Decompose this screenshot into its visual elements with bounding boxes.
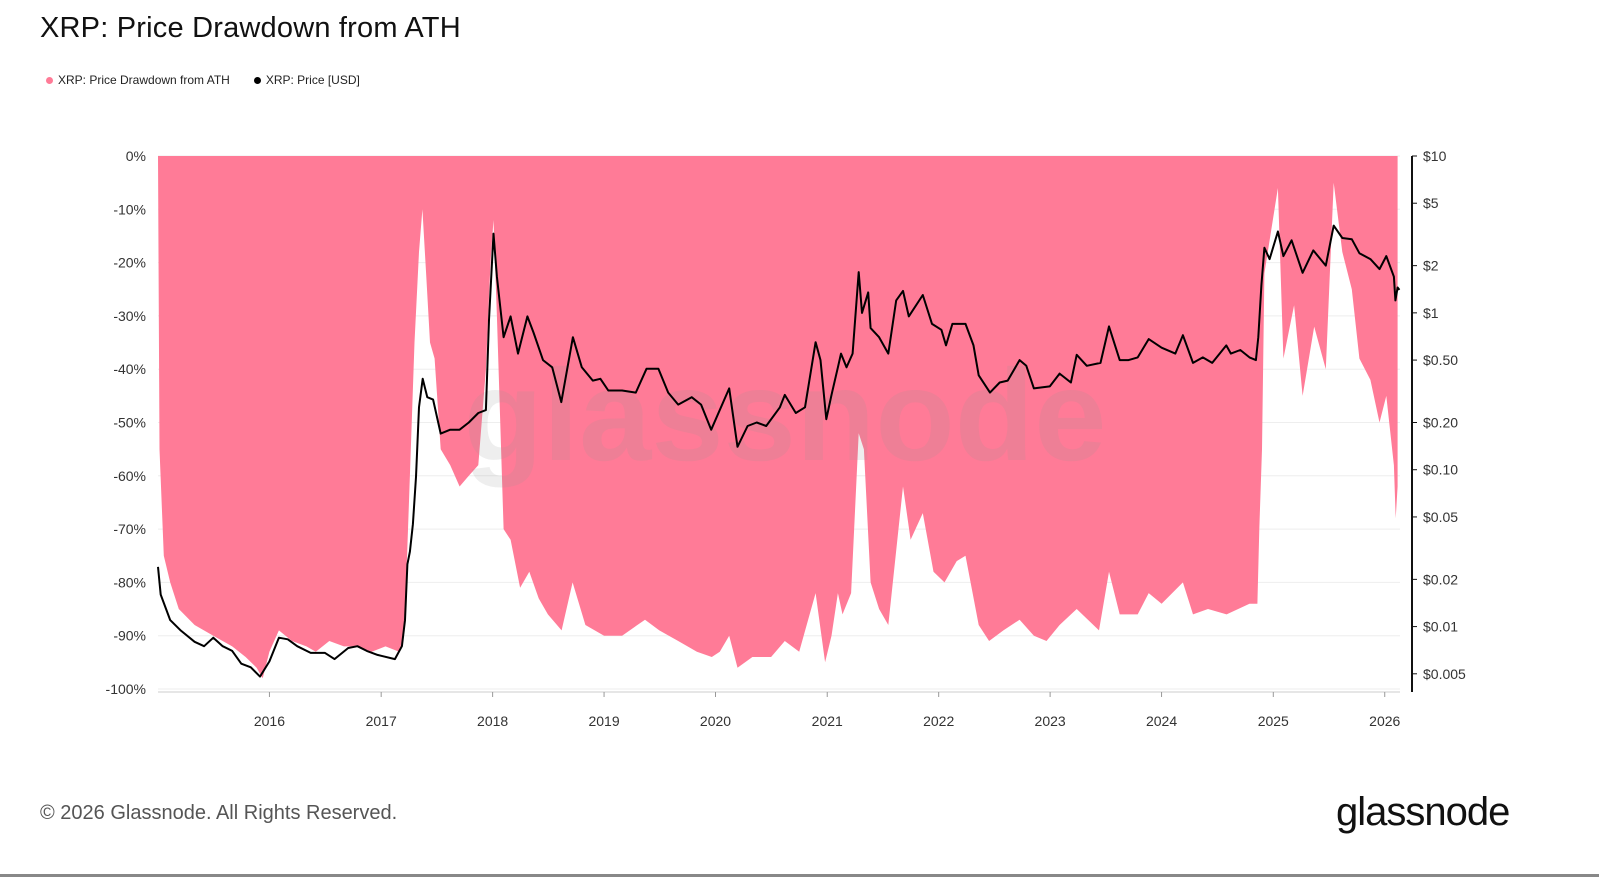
y-right-tick-label-3: $1 [1423,305,1439,321]
legend-dot-drawdown [46,76,53,84]
legend: XRP: Price Drawdown from ATH XRP: Price … [46,73,360,87]
y-right-tick-label-10: $0.005 [1423,666,1466,682]
y-left-tick-label-1: -10% [113,201,146,217]
bottom-rule [0,874,1599,877]
brand-logo: glassnode [1336,790,1510,834]
price-line [157,224,1401,678]
y-right-tick-label-1: $5 [1423,195,1439,211]
legend-item-price[interactable]: XRP: Price [USD] [253,73,360,87]
x-tick-label-10: 2026 [1369,713,1400,729]
y-left-tick-label-10: -100% [106,681,146,697]
copyright-text: © 2026 Glassnode. All Rights Reserved. [40,802,398,824]
x-tick-label-1: 2017 [366,713,397,729]
x-tick-label-7: 2023 [1035,713,1066,729]
x-tick-label-5: 2021 [812,713,843,729]
x-tick-label-8: 2024 [1146,713,1177,729]
legend-label-drawdown: XRP: Price Drawdown from ATH [58,73,230,87]
y-left-tick-label-8: -80% [113,574,146,590]
legend-item-drawdown[interactable]: XRP: Price Drawdown from ATH [46,73,230,87]
y-left-tick-label-3: -30% [113,308,146,324]
drawdown-area [158,156,1398,679]
chart-title: XRP: Price Drawdown from ATH [40,12,461,44]
y-right-tick-label-6: $0.10 [1423,462,1458,478]
y-left-tick-label-7: -70% [113,521,146,537]
legend-label-price: XRP: Price [USD] [265,73,360,87]
x-tick-label-2: 2018 [477,713,508,729]
y-left-tick-label-5: -50% [113,415,146,431]
y-left-tick-label-6: -60% [113,468,146,484]
watermark: glassnode [464,342,1107,488]
y-left-tick-label-4: -40% [113,361,146,377]
y-left-tick-label-2: -20% [113,255,146,271]
y-left-tick-label-9: -90% [113,628,146,644]
x-tick-label-4: 2020 [700,713,731,729]
legend-dot-price [253,76,261,84]
y-right-tick-label-0: $10 [1423,148,1447,164]
x-tick-label-6: 2022 [923,713,954,729]
x-tick-label-9: 2025 [1258,713,1289,729]
y-right-tick-label-7: $0.05 [1423,509,1458,525]
y-right-tick-label-2: $2 [1423,258,1439,274]
x-tick-label-0: 2016 [254,713,285,729]
y-right-tick-label-9: $0.01 [1423,619,1458,635]
x-tick-label-3: 2019 [588,713,619,729]
y-right-tick-label-8: $0.02 [1423,571,1458,587]
y-left-tick-label-0: 0% [126,148,146,164]
y-right-tick-label-4: $0.50 [1423,352,1458,368]
y-right-tick-label-5: $0.20 [1423,415,1458,431]
